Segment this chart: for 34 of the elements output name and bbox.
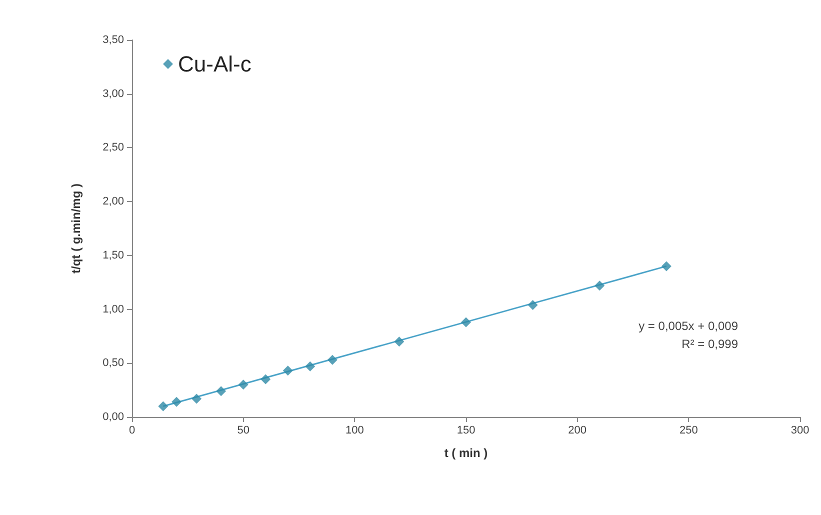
x-tick-label: 150 <box>456 424 476 436</box>
y-tick-label: 3,50 <box>102 34 124 46</box>
x-tick-label: 250 <box>679 424 698 436</box>
point <box>260 374 271 384</box>
point <box>461 317 471 328</box>
point <box>172 396 182 407</box>
point <box>528 300 538 310</box>
point <box>394 336 404 347</box>
y-tick-label: 2,50 <box>102 142 124 154</box>
x-tick-label: 300 <box>790 424 810 436</box>
y-tick-label: 1,00 <box>102 303 124 316</box>
point <box>238 380 248 390</box>
point <box>158 401 168 412</box>
y-tick-label: 1,50 <box>102 249 124 262</box>
x-tick-label: 0 <box>128 424 136 436</box>
x-axis-title: t ( min ) <box>444 446 488 460</box>
point <box>192 394 202 404</box>
legend-label: Cu-Al-c <box>178 52 252 76</box>
y-tick-label: 3,00 <box>102 88 124 100</box>
point <box>282 366 293 376</box>
point <box>327 354 338 365</box>
annotation: R² = 0,999 <box>682 337 738 351</box>
point <box>216 386 226 396</box>
x-tick-label: 200 <box>568 424 587 436</box>
point <box>594 280 605 291</box>
y-axis-title: t/qt ( g.min/mg ) <box>69 184 83 274</box>
x-tick-label: 50 <box>237 424 250 436</box>
y-tick-label: 0,50 <box>102 357 124 370</box>
y-tick-label: 2,00 <box>102 196 124 208</box>
annotation: y = 0,005x + 0,009 <box>638 319 738 333</box>
x-tick-label: 100 <box>345 424 364 436</box>
point <box>661 261 672 272</box>
point <box>305 361 316 372</box>
y-tick-label: 0,00 <box>102 411 124 423</box>
